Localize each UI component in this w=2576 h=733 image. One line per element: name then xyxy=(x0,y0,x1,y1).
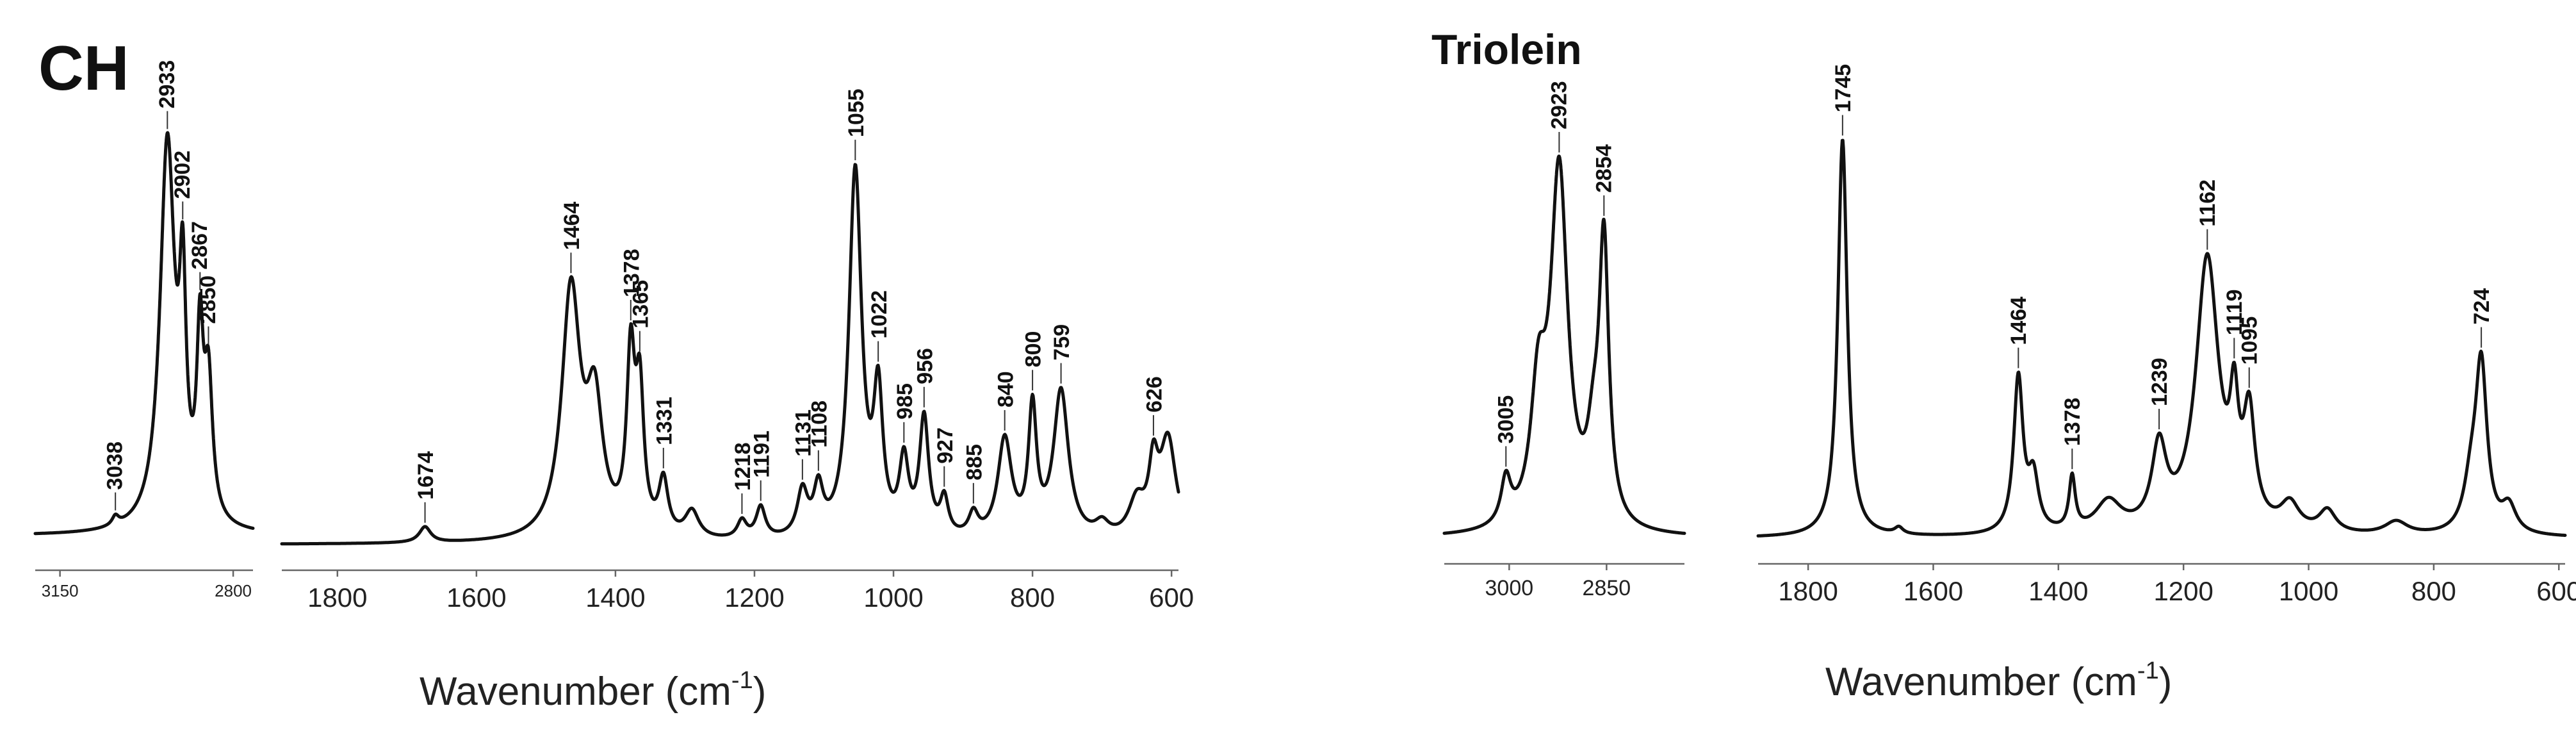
x-tick-label: 800 xyxy=(2411,576,2456,606)
x-axis-label-triolein-sup: -1 xyxy=(2137,657,2159,684)
x-axis-label-ch: Wavenumber (cm-1) xyxy=(420,667,766,714)
x-tick-label: 1200 xyxy=(2153,576,2213,606)
peak-label: 2854 xyxy=(1592,144,1616,193)
spectrum-trace xyxy=(1442,154,1686,535)
panel-title-ch: CH xyxy=(38,33,129,103)
peak-label: 1378 xyxy=(619,249,644,297)
x-tick-label: 1800 xyxy=(1778,576,1838,606)
x-tick-label: 1400 xyxy=(585,582,645,613)
peak-label: 885 xyxy=(962,444,986,481)
peak-label: 1745 xyxy=(1831,64,1855,113)
x-tick-label: 1000 xyxy=(863,582,923,613)
peak-label: 2923 xyxy=(1547,81,1572,129)
triolein-fingerprint-segment: 1800 1600 1400 1200 1000 800 600 1745 1464 1378 12… xyxy=(1756,64,2576,606)
peak-label: 1022 xyxy=(867,290,892,339)
peak-label: 3005 xyxy=(1494,395,1518,444)
peak-label: 1674 xyxy=(414,451,438,500)
x-axis-label-triolein-base: Wavenumber (cm xyxy=(1825,660,2137,704)
peak-label: 1162 xyxy=(2196,179,2220,227)
peak-label: 800 xyxy=(1022,331,1046,368)
ch-high-wavenumber-segment: 3150 2800 3038 2933 2902 2867 2850 xyxy=(33,60,255,600)
peak-label: 3038 xyxy=(103,441,127,490)
peak-label: 1464 xyxy=(2007,297,2031,345)
peak-label: 1218 xyxy=(731,442,755,491)
spectrum-trace xyxy=(33,131,255,536)
peak-label: 2902 xyxy=(170,151,195,199)
x-tick-label: 2800 xyxy=(215,581,252,600)
x-tick-label: 1600 xyxy=(1903,576,1963,606)
peak-label: 2933 xyxy=(155,60,179,109)
spectrum-trace xyxy=(1756,138,2567,538)
x-tick-label: 800 xyxy=(1010,582,1055,613)
x-tick-label: 1000 xyxy=(2279,576,2338,606)
x-axis-label-ch-base: Wavenumber (cm xyxy=(420,670,731,714)
x-axis-label-triolein-end: ) xyxy=(2159,660,2172,704)
peak-label: 1055 xyxy=(844,88,868,137)
peak-label: 2850 xyxy=(196,276,220,324)
peak-label: 1378 xyxy=(2060,398,2085,447)
peak-label: 840 xyxy=(993,371,1018,408)
ch-fingerprint-segment: 1800 1600 1400 1200 1000 800 60016741464137813… xyxy=(280,88,1194,613)
x-tick-label: 3150 xyxy=(42,581,79,600)
peak-label: 1365 xyxy=(628,280,653,329)
peak-label: 1119 xyxy=(2222,290,2247,336)
x-tick-label: 600 xyxy=(2536,576,2576,606)
x-tick-label: 1400 xyxy=(2028,576,2088,606)
peak-label: 1095 xyxy=(2238,317,2262,365)
peak-label: 626 xyxy=(1142,376,1166,413)
x-tick-label: 3000 xyxy=(1485,576,1534,600)
x-tick-label: 600 xyxy=(1149,582,1194,613)
panel-triolein: Triolein 3000 2850 3005 2923 2854 1800 1600 14… xyxy=(1431,26,2576,704)
x-axis-label-ch-end: ) xyxy=(753,670,767,714)
triolein-high-wavenumber-segment: 3000 2850 3005 2923 2854 xyxy=(1442,81,1686,600)
peak-label: 1464 xyxy=(560,202,584,251)
panel-title-triolein: Triolein xyxy=(1431,26,1582,73)
panel-ch: CH 3150 2800 3038 2933 2902 2867 2850 1800 1600… xyxy=(33,33,1194,714)
peak-label: 956 xyxy=(913,348,937,384)
peak-label: 1131 xyxy=(792,409,816,457)
peak-label: 1239 xyxy=(2148,358,2172,406)
peak-label: 724 xyxy=(2470,288,2494,325)
peak-label: 1331 xyxy=(652,397,676,445)
peak-label: 2867 xyxy=(188,221,212,270)
peak-label: 759 xyxy=(1050,324,1074,361)
x-tick-label: 1600 xyxy=(446,582,506,613)
x-axis-label-ch-sup: -1 xyxy=(731,667,753,694)
x-axis-label-triolein: Wavenumber (cm-1) xyxy=(1825,657,2172,704)
x-tick-label: 1200 xyxy=(724,582,784,613)
peak-label: 985 xyxy=(893,383,917,420)
x-tick-label: 1800 xyxy=(307,582,367,613)
peak-label: 1108 xyxy=(807,400,831,448)
peak-label: 1191 xyxy=(749,431,774,478)
x-tick-label: 2850 xyxy=(1583,576,1631,600)
peak-label: 927 xyxy=(933,427,958,464)
spectrum-trace xyxy=(280,163,1180,546)
